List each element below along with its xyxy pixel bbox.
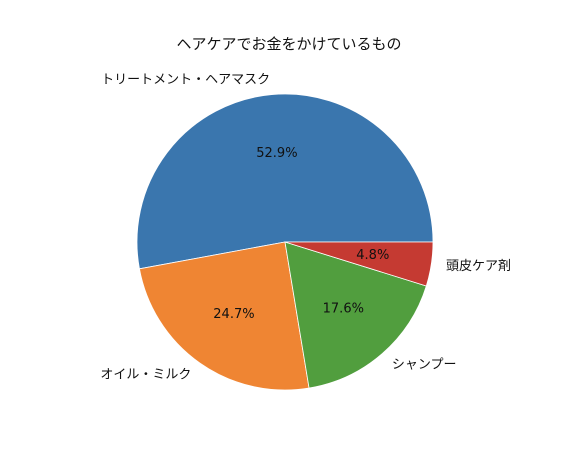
slice-percent-label: 52.9% bbox=[256, 146, 297, 161]
pie-slice bbox=[136, 93, 434, 270]
pie-slice bbox=[284, 241, 427, 389]
slice-percent-label: 17.6% bbox=[323, 301, 364, 316]
slice-category-label: シャンプー bbox=[392, 357, 457, 372]
pie-labels: 52.9% トリートメント・ヘアマスク 24.7% オイル・ミルク 17.6% シャンプー… bbox=[100, 72, 511, 382]
pie-slice bbox=[284, 241, 434, 287]
slice-percent-label: 24.7% bbox=[213, 307, 254, 322]
slice-category-label: トリートメント・ヘアマスク bbox=[101, 72, 270, 87]
chart-title: ヘアケアでお金をかけているもの bbox=[176, 35, 401, 53]
slice-category-label: 頭皮ケア剤 bbox=[446, 258, 511, 274]
pie-slice bbox=[138, 241, 310, 391]
pie-slices bbox=[136, 93, 434, 391]
slice-percent-label: 4.8% bbox=[356, 248, 389, 263]
slice-category-label: オイル・ミルク bbox=[100, 368, 191, 383]
